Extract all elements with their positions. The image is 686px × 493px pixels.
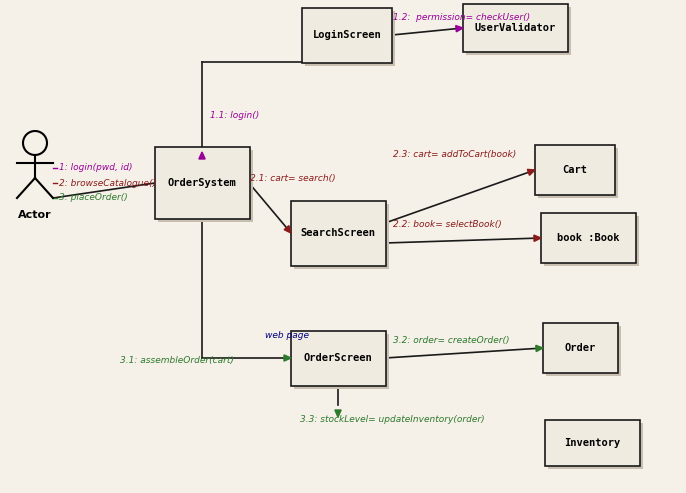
Text: 2.2: book= selectBook(): 2.2: book= selectBook(): [393, 220, 501, 230]
Text: book :Book: book :Book: [557, 233, 619, 243]
Polygon shape: [536, 345, 543, 352]
Text: 3: placeOrder(): 3: placeOrder(): [59, 193, 128, 203]
Polygon shape: [534, 235, 541, 242]
Text: LoginScreen: LoginScreen: [313, 30, 381, 40]
Text: Cart: Cart: [563, 165, 587, 175]
Text: UserValidator: UserValidator: [475, 23, 556, 33]
FancyBboxPatch shape: [547, 423, 643, 469]
FancyBboxPatch shape: [294, 333, 388, 388]
Text: 3.1: assembleOrder(cart): 3.1: assembleOrder(cart): [120, 355, 234, 364]
Text: SearchScreen: SearchScreen: [300, 228, 375, 238]
Text: Inventory: Inventory: [564, 438, 620, 448]
Polygon shape: [284, 226, 291, 233]
Text: 3.2: order= createOrder(): 3.2: order= createOrder(): [393, 336, 510, 345]
FancyBboxPatch shape: [538, 148, 618, 198]
FancyBboxPatch shape: [543, 323, 617, 373]
Polygon shape: [456, 26, 463, 32]
FancyBboxPatch shape: [302, 7, 392, 63]
Polygon shape: [284, 355, 291, 361]
Polygon shape: [199, 152, 205, 159]
FancyBboxPatch shape: [466, 7, 571, 55]
FancyBboxPatch shape: [543, 216, 639, 266]
Polygon shape: [335, 410, 341, 417]
FancyBboxPatch shape: [290, 330, 386, 386]
Text: 2: browseCatalogue(): 2: browseCatalogue(): [59, 178, 156, 187]
Text: Order: Order: [565, 343, 595, 353]
Text: 2.1: cart= search(): 2.1: cart= search(): [250, 174, 335, 182]
FancyBboxPatch shape: [535, 145, 615, 195]
FancyBboxPatch shape: [158, 150, 252, 222]
Text: web page: web page: [265, 330, 309, 340]
FancyBboxPatch shape: [545, 420, 639, 466]
FancyBboxPatch shape: [545, 326, 621, 376]
Text: OrderSystem: OrderSystem: [167, 178, 237, 188]
FancyBboxPatch shape: [462, 4, 567, 52]
Text: 1.2:  permission= checkUser(): 1.2: permission= checkUser(): [393, 13, 530, 23]
Text: 1.1: login(): 1.1: login(): [210, 110, 259, 119]
FancyBboxPatch shape: [154, 147, 250, 219]
Text: 3.3: stockLevel= updateInventory(order): 3.3: stockLevel= updateInventory(order): [300, 416, 484, 424]
Text: 2.3: cart= addToCart(book): 2.3: cart= addToCart(book): [393, 150, 517, 160]
FancyBboxPatch shape: [541, 213, 635, 263]
Text: 1: login(pwd, id): 1: login(pwd, id): [59, 164, 132, 173]
Text: OrderScreen: OrderScreen: [304, 353, 372, 363]
FancyBboxPatch shape: [305, 10, 395, 66]
Polygon shape: [528, 170, 535, 176]
FancyBboxPatch shape: [294, 204, 388, 269]
FancyBboxPatch shape: [290, 201, 386, 266]
Text: Actor: Actor: [19, 210, 52, 220]
